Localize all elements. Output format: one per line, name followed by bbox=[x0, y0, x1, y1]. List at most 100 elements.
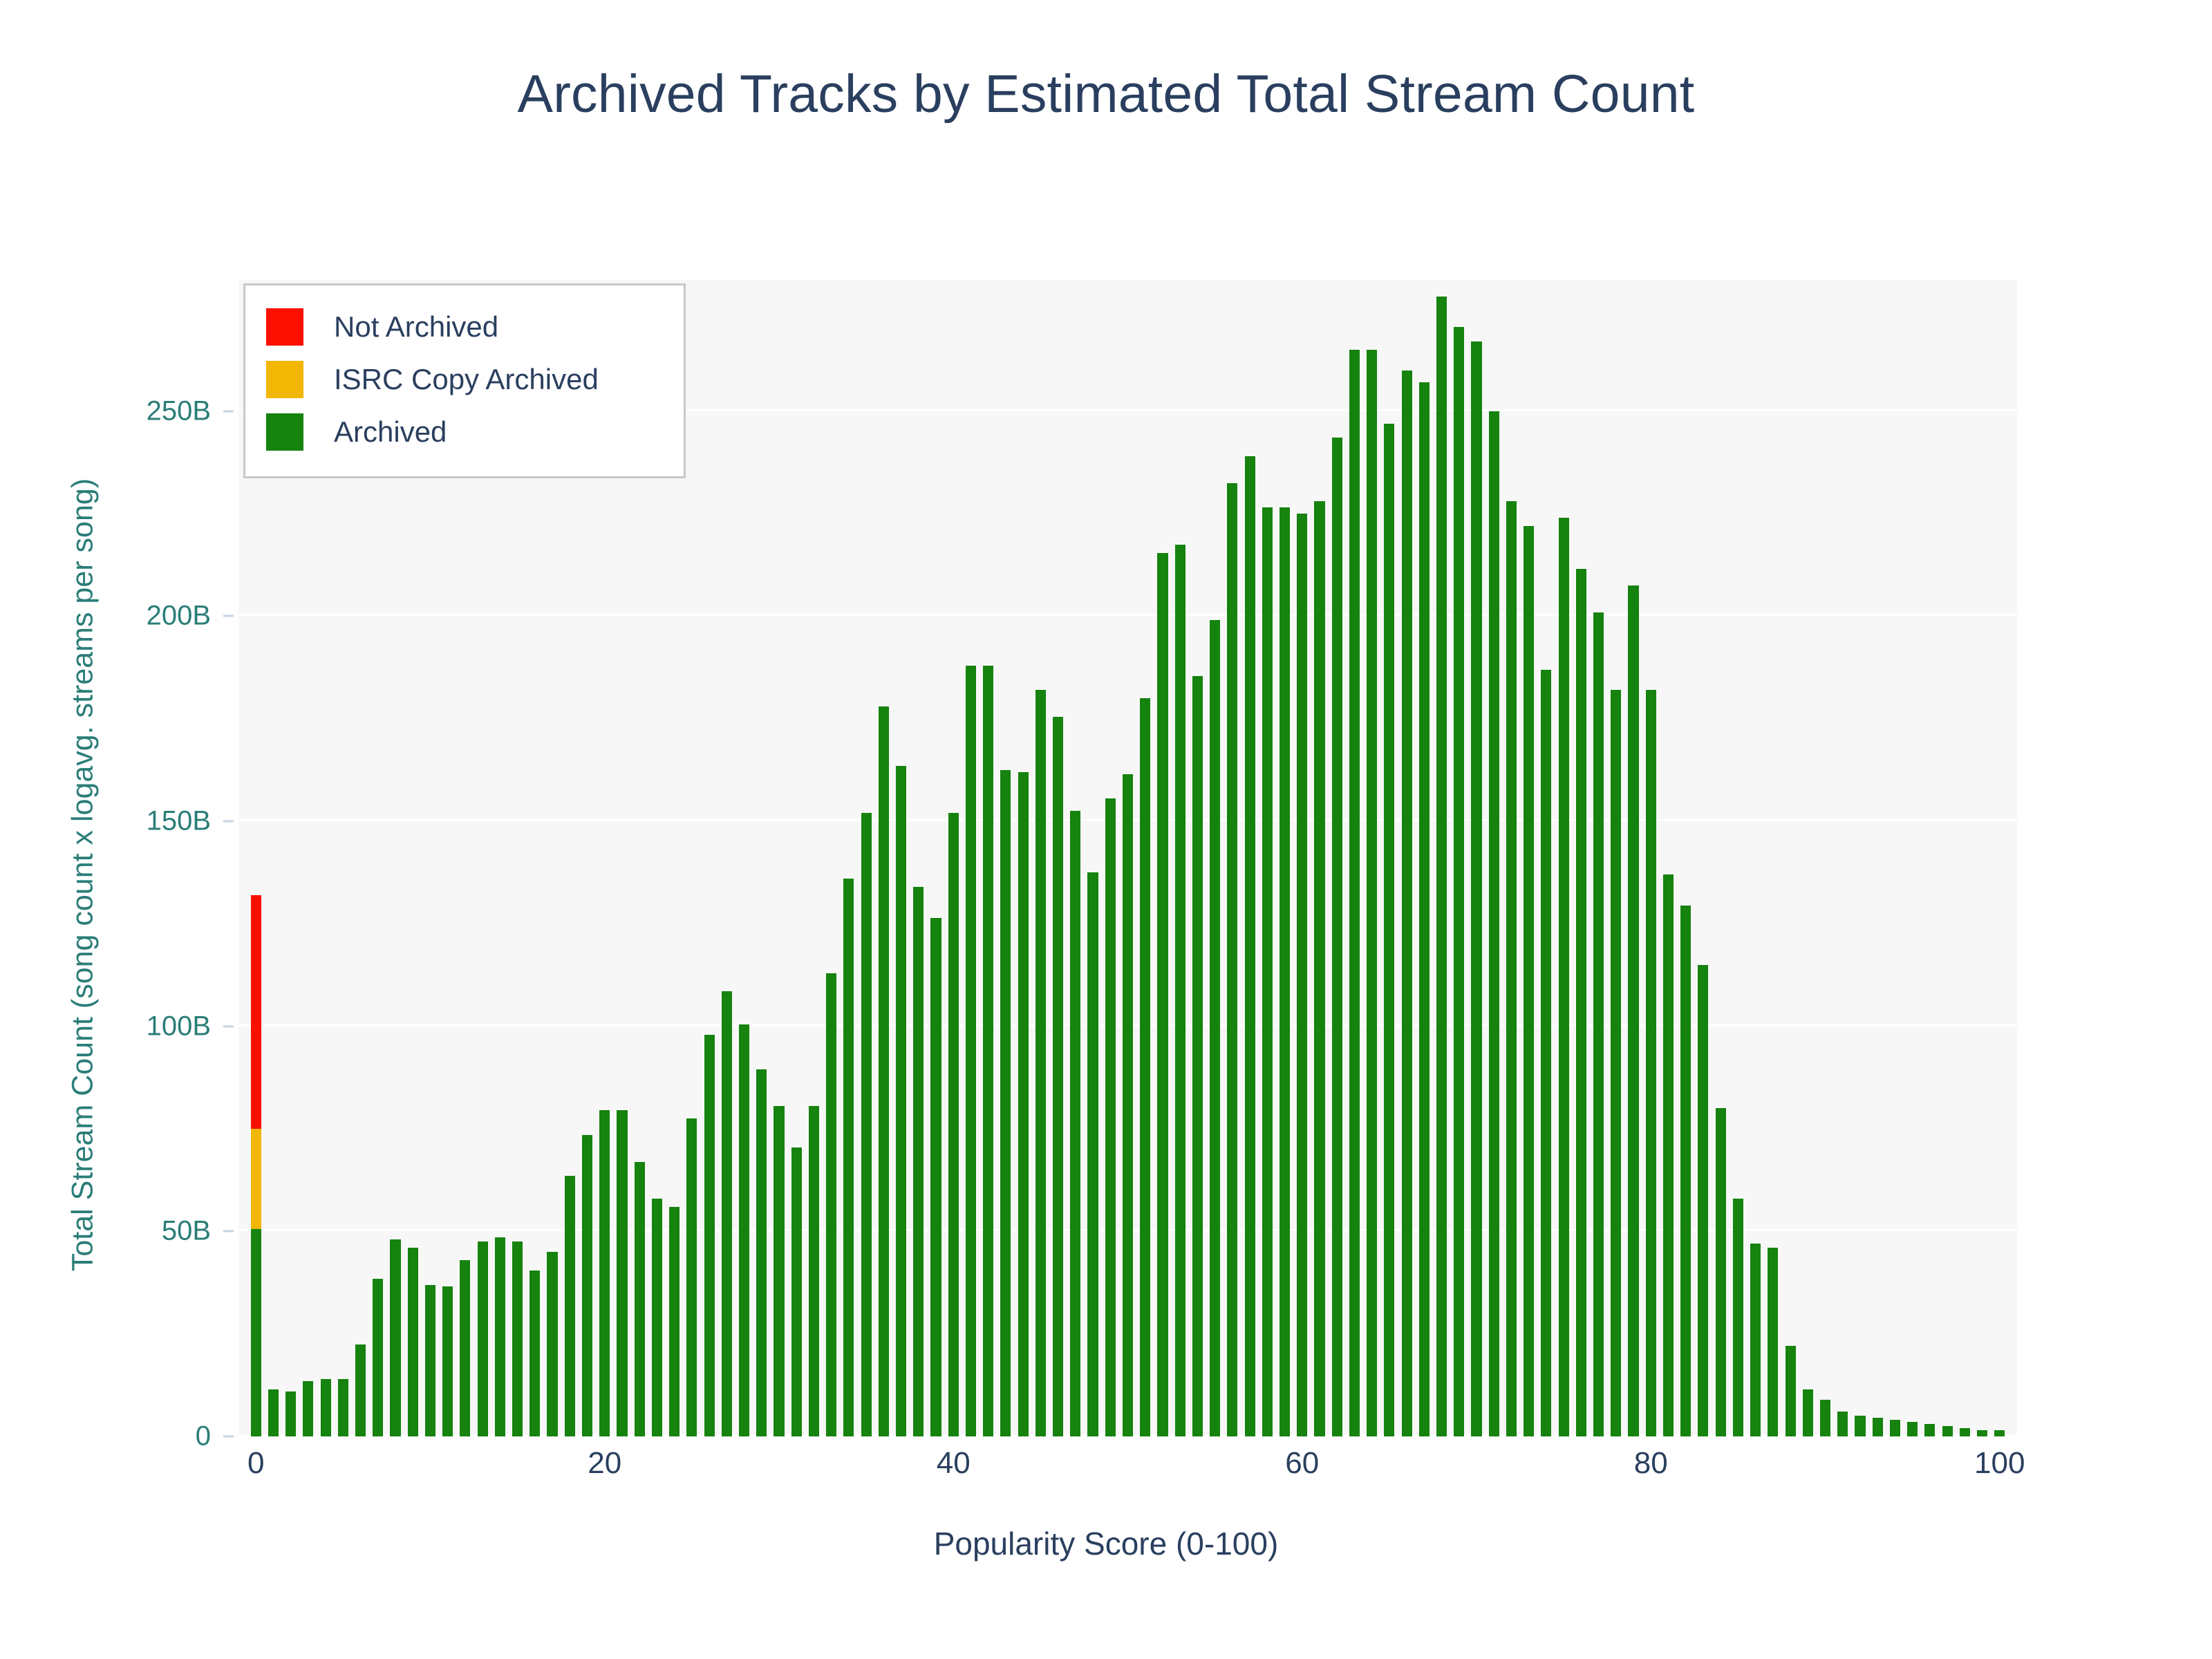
bar-column[interactable] bbox=[1210, 620, 1221, 1436]
bar-segment-archived[interactable] bbox=[738, 1024, 750, 1436]
bar-column[interactable] bbox=[529, 1270, 541, 1436]
bar-column[interactable] bbox=[581, 1134, 593, 1436]
bar-column[interactable] bbox=[1750, 1244, 1761, 1436]
bar-segment-archived[interactable] bbox=[965, 665, 977, 1436]
bar-segment-archived[interactable] bbox=[617, 1110, 628, 1436]
bar-column[interactable] bbox=[1889, 1420, 1900, 1436]
bar-column[interactable] bbox=[512, 1241, 523, 1436]
bar-segment-not-archived[interactable] bbox=[250, 894, 261, 1130]
bar-segment-archived[interactable] bbox=[268, 1389, 279, 1436]
bar-segment-archived[interactable] bbox=[407, 1248, 418, 1436]
bar-column[interactable] bbox=[1488, 411, 1499, 1436]
bar-column[interactable] bbox=[1698, 964, 1709, 1436]
bar-segment-archived[interactable] bbox=[390, 1239, 401, 1436]
bar-segment-archived[interactable] bbox=[948, 813, 959, 1436]
bar-column[interactable] bbox=[826, 973, 837, 1436]
bar-column[interactable] bbox=[1401, 370, 1412, 1436]
bar-segment-archived[interactable] bbox=[1524, 525, 1535, 1436]
bar-segment-archived[interactable] bbox=[843, 879, 854, 1436]
bar-segment-archived[interactable] bbox=[1401, 370, 1412, 1436]
bar-column[interactable] bbox=[320, 1378, 331, 1436]
bar-column[interactable] bbox=[1384, 423, 1395, 1436]
bar-segment-archived[interactable] bbox=[303, 1380, 314, 1436]
bar-segment-archived[interactable] bbox=[1785, 1346, 1796, 1436]
bar-column[interactable] bbox=[1680, 905, 1691, 1436]
bar-column[interactable] bbox=[1524, 525, 1535, 1436]
bar-segment-archived[interactable] bbox=[1855, 1416, 1866, 1436]
bar-column[interactable] bbox=[1872, 1418, 1883, 1436]
bar-segment-archived[interactable] bbox=[1994, 1430, 2005, 1436]
bar-segment-archived[interactable] bbox=[861, 813, 872, 1436]
bar-segment-archived[interactable] bbox=[1959, 1428, 1970, 1436]
bar-segment-archived[interactable] bbox=[1227, 482, 1238, 1436]
bar-column[interactable] bbox=[808, 1106, 819, 1436]
bar-segment-archived[interactable] bbox=[1314, 501, 1325, 1436]
bar-column[interactable] bbox=[1122, 774, 1134, 1436]
bar-segment-archived[interactable] bbox=[442, 1286, 453, 1436]
legend-item[interactable]: Archived bbox=[266, 406, 660, 458]
bar-segment-archived[interactable] bbox=[285, 1391, 297, 1436]
bar-segment-archived[interactable] bbox=[686, 1118, 697, 1436]
bar-column[interactable] bbox=[1105, 798, 1116, 1436]
bar-column[interactable] bbox=[1715, 1108, 1726, 1436]
bar-segment-archived[interactable] bbox=[983, 665, 994, 1436]
legend-item[interactable]: Not Archived bbox=[266, 301, 660, 353]
bar-segment-archived[interactable] bbox=[1611, 690, 1622, 1436]
bar-column[interactable] bbox=[1732, 1198, 1743, 1436]
bar-segment-archived[interactable] bbox=[1035, 690, 1046, 1436]
bar-segment-archived[interactable] bbox=[1454, 327, 1465, 1436]
bar-segment-archived[interactable] bbox=[1907, 1422, 1918, 1436]
bar-segment-archived[interactable] bbox=[1593, 612, 1604, 1436]
bar-segment-archived[interactable] bbox=[774, 1106, 785, 1436]
bar-column[interactable] bbox=[896, 766, 907, 1436]
bar-column[interactable] bbox=[1611, 690, 1622, 1436]
bar-segment-archived[interactable] bbox=[1628, 585, 1639, 1436]
bar-segment-archived[interactable] bbox=[878, 706, 889, 1436]
bar-column[interactable] bbox=[1314, 501, 1325, 1436]
bar-segment-archived[interactable] bbox=[1976, 1430, 1988, 1436]
bar-segment-archived[interactable] bbox=[1750, 1244, 1761, 1436]
bar-column[interactable] bbox=[686, 1118, 697, 1436]
bar-segment-archived[interactable] bbox=[1924, 1424, 1936, 1436]
bar-column[interactable] bbox=[1907, 1422, 1918, 1436]
bar-segment-archived[interactable] bbox=[1645, 690, 1656, 1436]
bar-segment-archived[interactable] bbox=[1541, 669, 1552, 1436]
bar-column[interactable] bbox=[1942, 1426, 1953, 1436]
bar-column[interactable] bbox=[738, 1024, 750, 1436]
bar-column[interactable] bbox=[1018, 771, 1029, 1436]
bar-column[interactable] bbox=[1662, 874, 1674, 1436]
bar-column[interactable] bbox=[1053, 716, 1064, 1436]
bar-column[interactable] bbox=[930, 917, 941, 1436]
bar-segment-archived[interactable] bbox=[512, 1241, 523, 1436]
bar-column[interactable] bbox=[1157, 552, 1168, 1436]
bar-segment-archived[interactable] bbox=[477, 1241, 488, 1436]
bar-segment-archived[interactable] bbox=[460, 1259, 471, 1436]
bar-segment-archived[interactable] bbox=[250, 1229, 261, 1436]
bar-segment-archived[interactable] bbox=[896, 766, 907, 1436]
bar-column[interactable] bbox=[1192, 675, 1203, 1436]
bar-column[interactable] bbox=[547, 1252, 558, 1436]
bar-segment-archived[interactable] bbox=[1244, 456, 1255, 1436]
bar-column[interactable] bbox=[634, 1161, 645, 1436]
bar-column[interactable] bbox=[774, 1106, 785, 1436]
bar-segment-archived[interactable] bbox=[930, 917, 941, 1436]
bar-column[interactable] bbox=[1087, 872, 1098, 1436]
bar-column[interactable] bbox=[1297, 514, 1308, 1436]
bar-column[interactable] bbox=[617, 1110, 628, 1436]
bar-segment-archived[interactable] bbox=[704, 1034, 715, 1436]
bar-segment-archived[interactable] bbox=[1471, 341, 1482, 1436]
bar-segment-archived[interactable] bbox=[1384, 423, 1395, 1436]
bar-column[interactable] bbox=[756, 1069, 767, 1436]
bar-segment-archived[interactable] bbox=[1715, 1108, 1726, 1436]
bar-column[interactable] bbox=[1244, 456, 1255, 1436]
bar-column[interactable] bbox=[1000, 769, 1011, 1436]
bar-column[interactable] bbox=[1506, 501, 1517, 1436]
bar-column[interactable] bbox=[303, 1380, 314, 1436]
bar-segment-archived[interactable] bbox=[1872, 1418, 1883, 1436]
legend-item[interactable]: ISRC Copy Archived bbox=[266, 353, 660, 406]
bar-segment-archived[interactable] bbox=[1157, 552, 1168, 1436]
bar-column[interactable] bbox=[1575, 569, 1586, 1436]
bar-segment-archived[interactable] bbox=[320, 1378, 331, 1436]
bar-column[interactable] bbox=[1174, 544, 1185, 1436]
bar-segment-archived[interactable] bbox=[1418, 382, 1430, 1436]
